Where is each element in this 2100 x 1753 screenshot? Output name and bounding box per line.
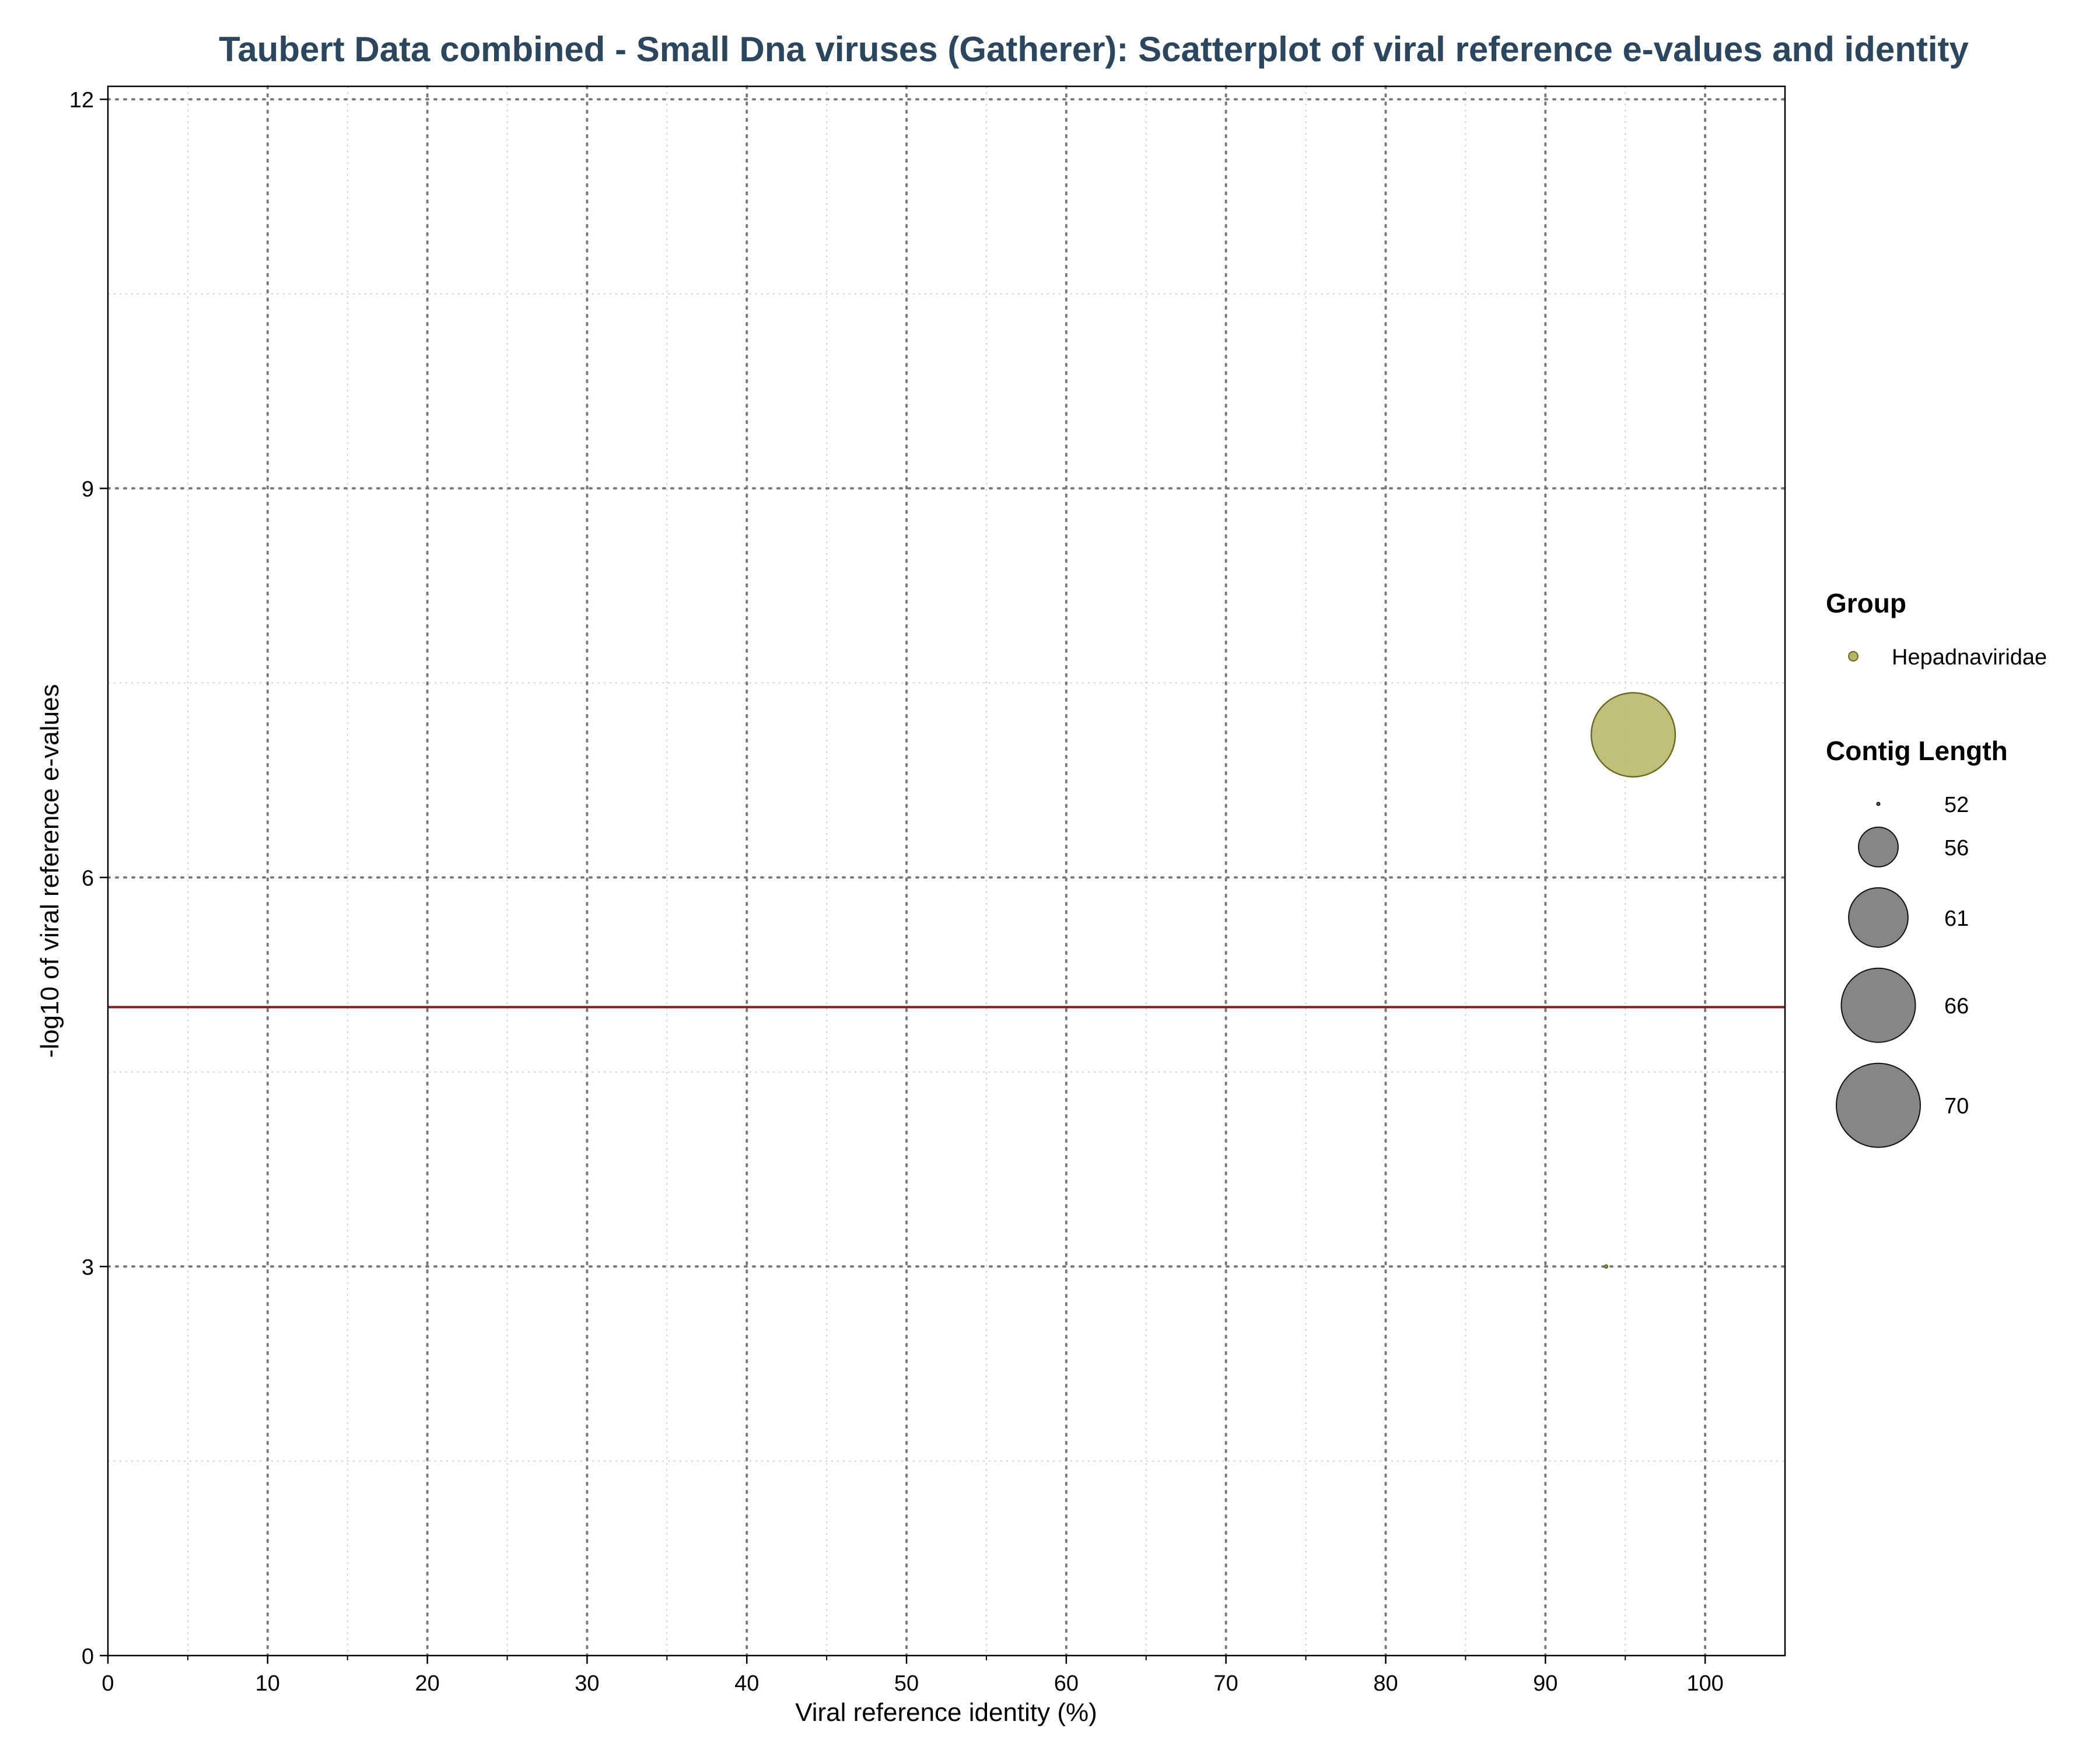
data-point bbox=[1604, 1264, 1609, 1269]
y-axis: 0 3 6 9 12 bbox=[69, 88, 108, 1669]
x-tick-label: 10 bbox=[256, 1671, 280, 1696]
x-tick-label: 100 bbox=[1686, 1671, 1723, 1696]
x-tick-label: 20 bbox=[415, 1671, 439, 1696]
legend-size-label: 61 bbox=[1944, 907, 1969, 931]
x-tick-label: 80 bbox=[1373, 1671, 1398, 1696]
data-points bbox=[1590, 692, 1676, 1269]
legend: Group Hepadnaviridae Contig Length 52 56 6… bbox=[1826, 588, 2047, 1148]
legend-group-label: Hepadnaviridae bbox=[1892, 645, 2047, 670]
legend-size-marker bbox=[1848, 887, 1909, 948]
x-tick-label: 30 bbox=[575, 1671, 599, 1696]
plot-frame bbox=[107, 85, 1786, 1657]
y-tick-label: 0 bbox=[82, 1644, 94, 1669]
x-tick-label: 90 bbox=[1533, 1671, 1558, 1696]
y-tick-label: 9 bbox=[82, 477, 94, 502]
data-point bbox=[1590, 692, 1676, 778]
y-tick-label: 3 bbox=[82, 1255, 94, 1280]
legend-size-label: 66 bbox=[1944, 994, 1969, 1019]
x-axis: 0 10 20 30 40 50 60 70 80 90 100 bbox=[102, 1656, 1724, 1696]
legend-size-marker bbox=[1876, 802, 1881, 806]
x-tick-label: 0 bbox=[102, 1671, 114, 1696]
y-tick-label: 6 bbox=[82, 866, 94, 891]
legend-group-items: Hepadnaviridae bbox=[1848, 645, 2047, 670]
legend-size-label: 56 bbox=[1944, 836, 1969, 860]
x-tick-label: 50 bbox=[894, 1671, 919, 1696]
legend-size-items: 52 56 61 66 70 bbox=[1836, 793, 1969, 1148]
chart-title: Taubert Data combined - Small Dna viruse… bbox=[219, 30, 1969, 69]
legend-size-label: 70 bbox=[1944, 1094, 1969, 1119]
y-axis-label: -log10 of viral reference e-values bbox=[36, 684, 64, 1058]
legend-size-title: Contig Length bbox=[1826, 736, 2008, 766]
legend-size-label: 52 bbox=[1944, 793, 1969, 817]
x-tick-label: 40 bbox=[734, 1671, 759, 1696]
x-tick-label: 60 bbox=[1054, 1671, 1079, 1696]
grid bbox=[107, 85, 1786, 1657]
legend-size-marker bbox=[1836, 1062, 1921, 1148]
x-axis-label: Viral reference identity (%) bbox=[795, 1698, 1097, 1727]
x-tick-label: 70 bbox=[1214, 1671, 1238, 1696]
legend-group-marker bbox=[1848, 651, 1859, 662]
y-tick-label: 12 bbox=[69, 88, 94, 113]
legend-group-title: Group bbox=[1826, 588, 1906, 618]
legend-size-marker bbox=[1840, 967, 1916, 1043]
legend-size-marker bbox=[1858, 827, 1899, 867]
